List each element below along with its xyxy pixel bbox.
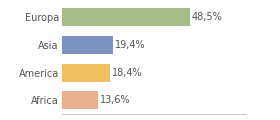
Bar	[62, 8, 190, 26]
Text: 48,5%: 48,5%	[192, 12, 223, 22]
Text: 19,4%: 19,4%	[115, 40, 146, 50]
Bar	[62, 91, 97, 109]
Bar	[62, 36, 113, 54]
Text: 13,6%: 13,6%	[100, 95, 130, 105]
Text: 18,4%: 18,4%	[112, 68, 143, 78]
Bar	[62, 64, 110, 82]
